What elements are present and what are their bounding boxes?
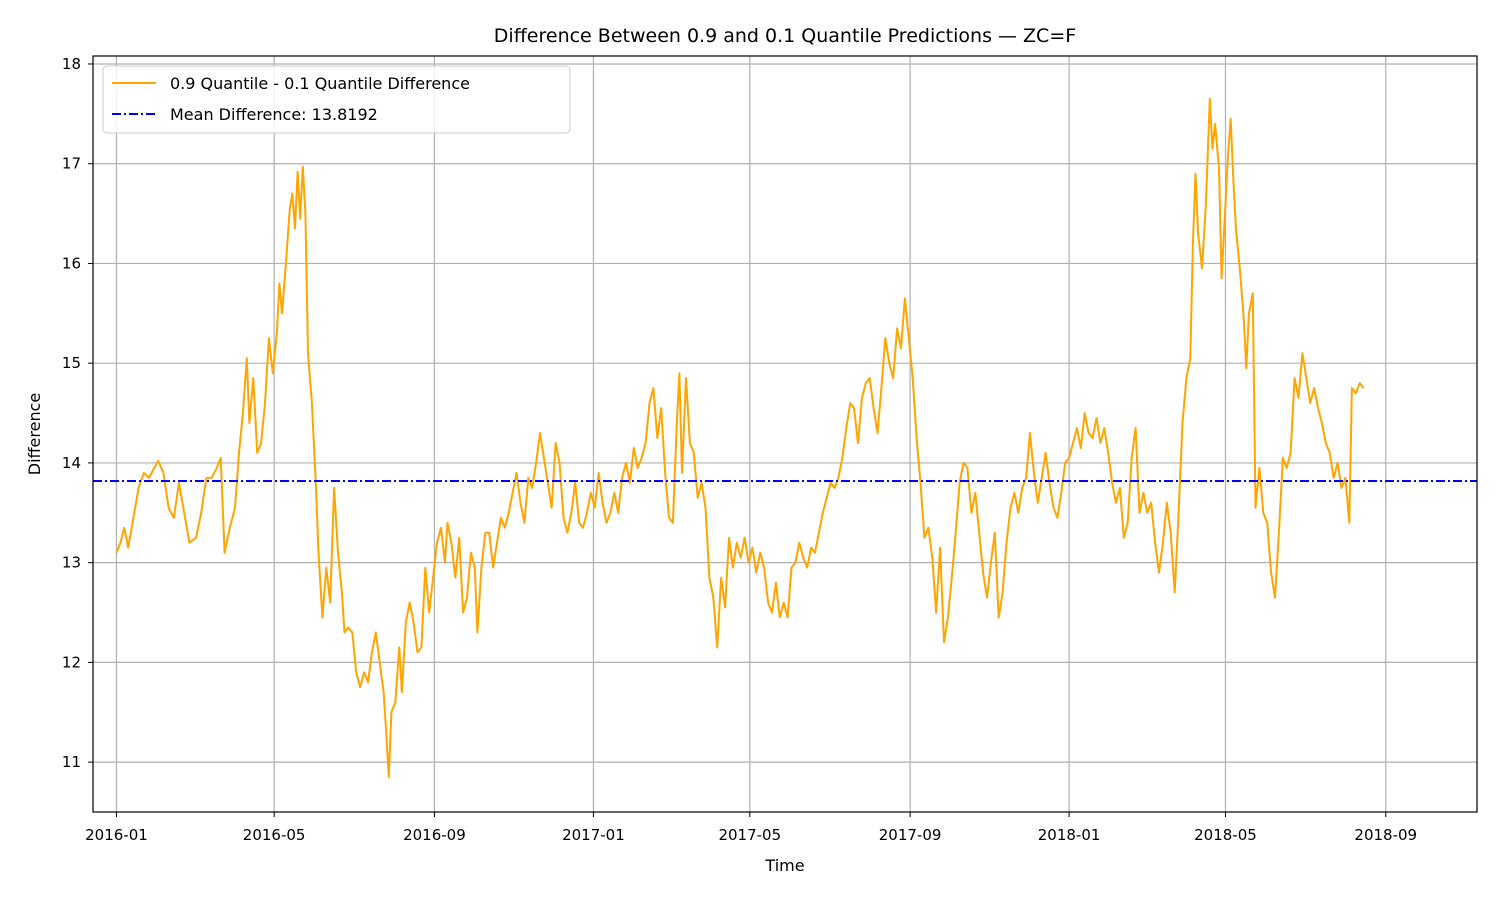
grid [93,56,1477,812]
x-tick-label: 2016-05 [243,826,306,844]
x-tick-label: 2018-09 [1354,826,1417,844]
legend-box [102,65,571,134]
y-tick-label: 17 [62,155,81,173]
legend: 0.9 Quantile - 0.1 Quantile Difference M… [102,65,571,134]
y-tick-label: 12 [62,653,81,671]
x-tick-label: 2018-01 [1038,826,1101,844]
ticks: 2016-01 2016-05 2016-09 2017-01 2017-05 2017-… [62,55,1417,844]
x-tick-label: 2018-05 [1194,826,1257,844]
x-tick-label: 2017-05 [718,826,781,844]
x-tick-label: 2016-01 [85,826,148,844]
legend-label-mean: Mean Difference: 13.8192 [170,105,378,124]
x-tick-label: 2017-01 [562,826,625,844]
y-tick-label: 11 [62,753,81,771]
plot-area [93,97,1477,779]
series-line-difference [115,97,1365,779]
y-tick-label: 13 [62,554,81,572]
x-tick-label: 2016-09 [403,826,466,844]
x-tick-label: 2017-09 [879,826,942,844]
y-tick-label: 15 [62,354,81,372]
chart-title: Difference Between 0.9 and 0.1 Quantile … [494,25,1076,47]
y-axis-label: Difference [25,393,44,475]
x-axis-label: Time [764,856,804,875]
y-tick-label: 18 [62,55,81,73]
y-tick-label: 16 [62,254,81,272]
axes-frame [92,55,1478,813]
y-tick-label: 14 [62,454,81,472]
legend-label-difference: 0.9 Quantile - 0.1 Quantile Difference [170,74,470,93]
